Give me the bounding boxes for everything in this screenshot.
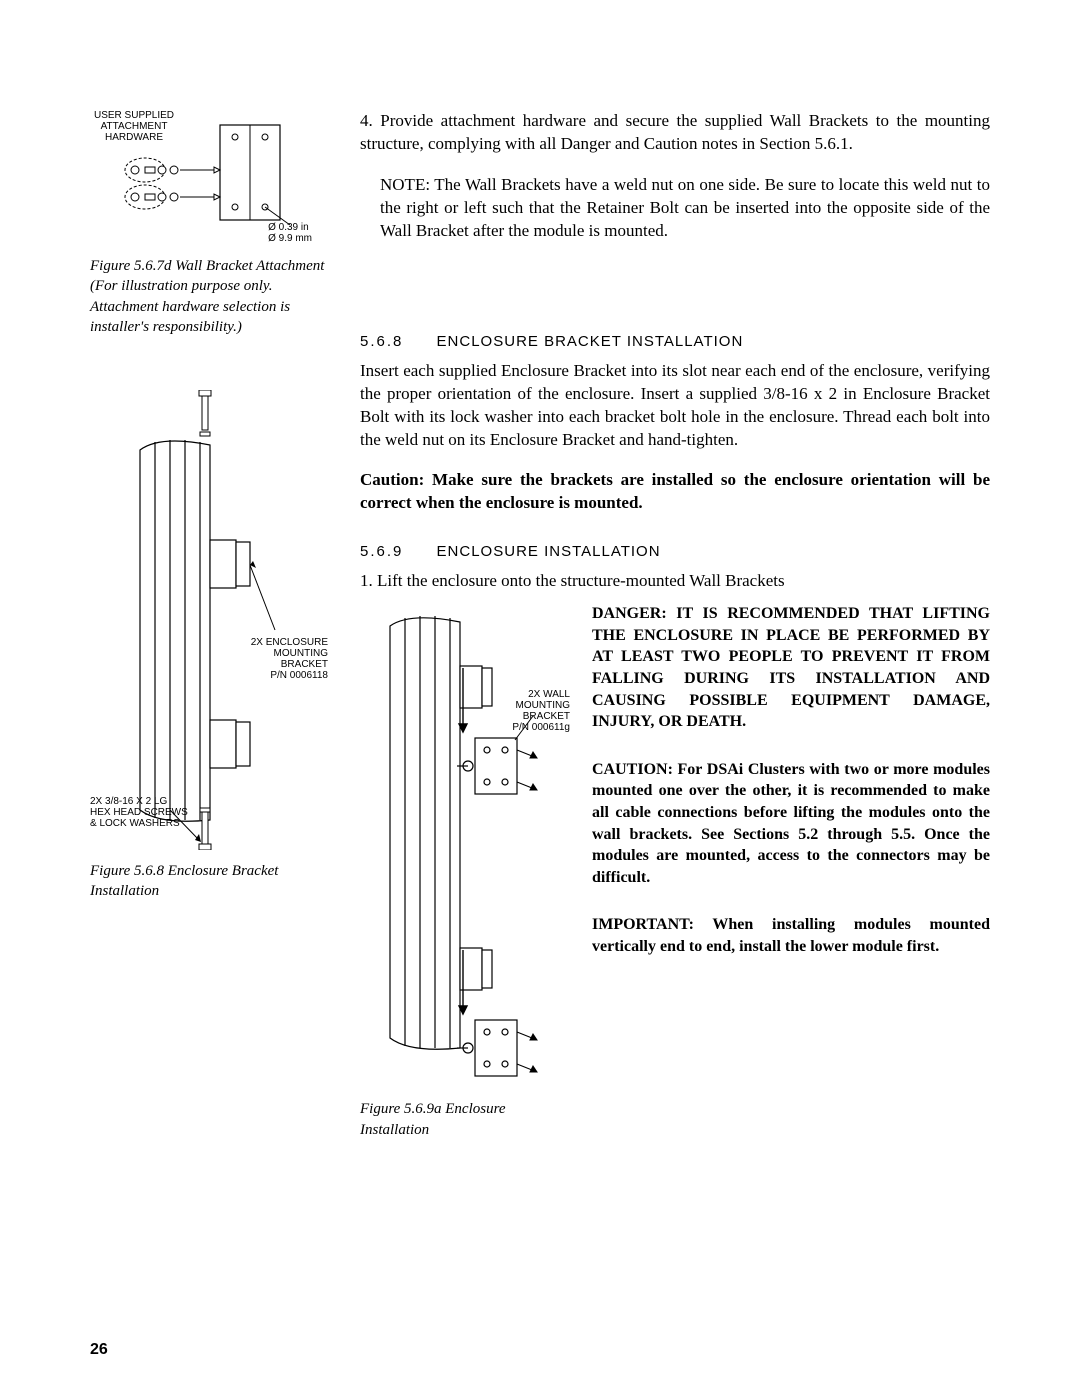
sec568-body: Insert each supplied Enclosure Bracket i…	[360, 360, 990, 452]
fig2-label-b: 2X 3/8-16 X 2 LG HEX HEAD SCREWS & LOCK …	[90, 796, 188, 829]
sec569-title: ENCLOSURE INSTALLATION	[437, 543, 661, 560]
section-5-6-8-heading: 5.6.8 ENCLOSURE BRACKET INSTALLATION	[360, 333, 990, 350]
note1-text: NOTE: The Wall Brackets have a weld nut …	[360, 174, 990, 243]
figure-5-6-8: 2X ENCLOSURE MOUNTING BRACKET P/N 000611…	[90, 385, 330, 902]
sec569-num: 5.6.9	[360, 543, 403, 560]
section-5-6-9-heading: 5.6.9 ENCLOSURE INSTALLATION	[360, 543, 990, 560]
sec568-num: 5.6.8	[360, 333, 403, 350]
sec568-caution: Caution: Make sure the brackets are inst…	[360, 469, 990, 515]
fig1-label-dia: Ø 0.39 in Ø 9.9 mm	[268, 222, 312, 244]
sec568-title: ENCLOSURE BRACKET INSTALLATION	[437, 333, 744, 350]
figure-5-6-9a: 2X WALL MOUNTING BRACKET P/N 000611g Fig…	[360, 603, 570, 1140]
fig2-label-a: 2X ENCLOSURE MOUNTING BRACKET P/N 000611…	[251, 637, 328, 681]
fig1-label-top: USER SUPPLIED ATTACHMENT HARDWARE	[94, 110, 174, 143]
figure-5-6-7d: USER SUPPLIED ATTACHMENT HARDWARE Ø 0.39…	[90, 110, 330, 337]
fig3-caption: Figure 5.6.9a Enclosure Installation	[360, 1099, 570, 1140]
step4-text: 4. Provide attachment hardware and secur…	[360, 110, 990, 156]
sec569-important: IMPORTANT: When installing modules mount…	[592, 914, 990, 957]
page-number: 26	[90, 1341, 108, 1359]
fig3-label: 2X WALL MOUNTING BRACKET P/N 000611g	[512, 689, 570, 733]
sec569-caution: CAUTION: For DSAi Clusters with two or m…	[592, 759, 990, 889]
fig1-caption: Figure 5.6.7d Wall Bracket Attachment (F…	[90, 256, 330, 337]
fig2-caption: Figure 5.6.8 Enclosure Bracket Installat…	[90, 861, 330, 902]
sec569-danger: DANGER: IT IS RECOMMENDED THAT LIFTING T…	[592, 603, 990, 733]
sec569-step1: 1. Lift the enclosure onto the structure…	[360, 570, 990, 593]
